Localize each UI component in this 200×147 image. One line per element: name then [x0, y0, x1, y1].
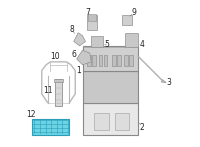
Bar: [92, 55, 96, 66]
Text: 2: 2: [140, 123, 145, 132]
Bar: [87, 55, 91, 66]
Bar: [88, 14, 96, 21]
Bar: [94, 113, 109, 130]
Bar: [91, 36, 103, 47]
Text: 1: 1: [77, 66, 81, 75]
Bar: [54, 79, 63, 82]
Bar: [115, 113, 129, 130]
Text: 6: 6: [71, 50, 76, 59]
Bar: [125, 33, 138, 47]
Bar: [122, 15, 132, 25]
Text: 4: 4: [140, 40, 145, 49]
Bar: [83, 71, 138, 103]
Bar: [124, 55, 128, 66]
Text: 9: 9: [132, 8, 137, 17]
Bar: [55, 79, 62, 106]
Bar: [87, 15, 97, 30]
Text: 12: 12: [26, 110, 36, 119]
Text: 8: 8: [69, 25, 74, 34]
Bar: [32, 119, 69, 135]
Text: 7: 7: [85, 8, 90, 17]
Bar: [99, 55, 102, 66]
Polygon shape: [77, 50, 91, 65]
Bar: [117, 55, 121, 66]
Text: 11: 11: [44, 86, 53, 95]
Bar: [83, 103, 138, 135]
Bar: [104, 55, 107, 66]
Polygon shape: [74, 33, 85, 46]
Text: 5: 5: [104, 40, 109, 49]
Text: 10: 10: [50, 52, 60, 61]
Text: 3: 3: [166, 78, 171, 87]
Bar: [83, 46, 138, 71]
Bar: [129, 55, 133, 66]
Bar: [112, 55, 116, 66]
